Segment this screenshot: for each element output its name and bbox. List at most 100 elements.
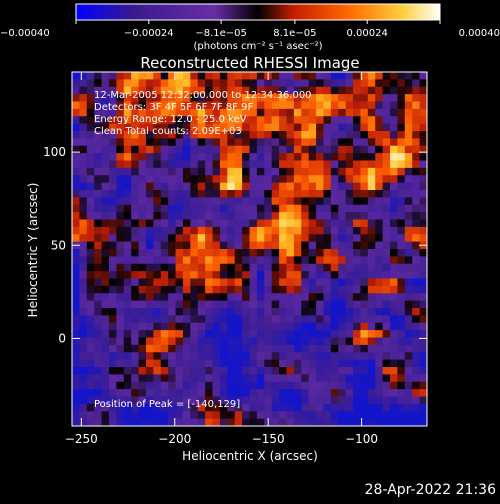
heatmap-cell — [360, 308, 369, 316]
heatmap-cell — [153, 359, 162, 368]
heatmap-cell — [197, 374, 206, 383]
heatmap-cell — [338, 153, 347, 162]
heatmap-cell — [219, 389, 228, 398]
heatmap-cell — [390, 226, 399, 235]
heatmap-cell — [256, 175, 265, 184]
heatmap-cell — [249, 263, 258, 272]
heatmap-cell — [308, 300, 317, 309]
heatmap-cell — [242, 278, 251, 287]
heatmap-cell — [412, 226, 421, 235]
heatmap-cell — [293, 101, 302, 110]
heatmap-cell — [390, 101, 399, 110]
heatmap-cell — [264, 219, 273, 228]
heatmap-cell — [234, 138, 243, 147]
heatmap-cell — [271, 285, 280, 294]
heatmap-cell — [138, 330, 147, 339]
heatmap-cell — [168, 315, 177, 324]
heatmap-cell — [175, 160, 184, 169]
heatmap-cell — [264, 226, 273, 235]
heatmap-cell — [308, 145, 317, 154]
heatmap-cell — [249, 352, 258, 361]
heatmap-cell — [375, 153, 384, 162]
heatmap-cell — [397, 234, 406, 243]
heatmap-cell — [367, 293, 376, 302]
heatmap-cell — [116, 145, 125, 154]
heatmap-cell — [101, 160, 110, 169]
heatmap-cell — [419, 167, 427, 176]
heatmap-cell — [242, 374, 251, 383]
heatmap-cell — [212, 300, 221, 309]
heatmap-cell — [353, 86, 362, 95]
heatmap-cell — [190, 160, 199, 169]
heatmap-cell — [86, 72, 95, 80]
heatmap-cell — [175, 190, 184, 198]
heatmap-cell — [382, 145, 391, 154]
heatmap-cell — [330, 145, 339, 154]
heatmap-cell — [330, 204, 339, 213]
heatmap-cell — [145, 204, 154, 213]
heatmap-cell — [79, 197, 88, 206]
heatmap-cell — [138, 256, 147, 265]
heatmap-cell — [138, 322, 147, 331]
heatmap-cell — [293, 367, 302, 375]
heatmap-cell — [160, 212, 169, 221]
heatmap-cell — [397, 271, 406, 280]
heatmap-cell — [375, 226, 384, 235]
heatmap-cell — [205, 219, 214, 228]
heatmap-cell — [271, 403, 280, 412]
heatmap-cell — [279, 79, 288, 88]
heatmap-cell — [138, 241, 147, 250]
heatmap-cell — [316, 367, 325, 375]
y-tick-label: 0 — [58, 331, 66, 345]
heatmap-cell — [353, 160, 362, 169]
heatmap-cell — [145, 116, 154, 125]
heatmap-cell — [79, 278, 88, 287]
heatmap-cell — [412, 300, 421, 309]
heatmap-cell — [360, 418, 369, 426]
heatmap-cell — [205, 212, 214, 221]
heatmap-cell — [338, 226, 347, 235]
heatmap-cell — [123, 86, 132, 95]
heatmap-cell — [338, 300, 347, 309]
heatmap-cell — [227, 285, 236, 294]
heatmap-cell — [419, 123, 427, 132]
heatmap-cell — [397, 359, 406, 368]
heatmap-cell — [116, 381, 125, 390]
heatmap-cell — [234, 123, 243, 132]
heatmap-cell — [345, 403, 354, 412]
heatmap-cell — [101, 123, 110, 132]
heatmap-cell — [397, 389, 406, 398]
heatmap-cell — [138, 204, 147, 213]
heatmap-cell — [153, 108, 162, 117]
heatmap-cell — [256, 212, 265, 221]
heatmap-cell — [138, 145, 147, 154]
heatmap-cell — [182, 396, 191, 405]
heatmap-cell — [375, 190, 384, 198]
heatmap-cell — [353, 108, 362, 117]
heatmap-cell — [293, 131, 302, 139]
heatmap-cell — [375, 256, 384, 265]
heatmap-cell — [249, 160, 258, 169]
heatmap-cell — [382, 226, 391, 235]
heatmap-cell — [353, 396, 362, 405]
heatmap-cell — [190, 293, 199, 302]
heatmap-cell — [182, 403, 191, 412]
heatmap-cell — [330, 308, 339, 316]
heatmap-cell — [286, 352, 295, 361]
heatmap-cell — [404, 212, 413, 221]
heatmap-cell — [404, 352, 413, 361]
heatmap-cell — [345, 367, 354, 375]
heatmap-cell — [367, 330, 376, 339]
heatmap-cell — [397, 212, 406, 221]
heatmap-cell — [138, 374, 147, 383]
heatmap-cell — [212, 418, 221, 426]
heatmap-cell — [145, 381, 154, 390]
heatmap-cell — [234, 315, 243, 324]
heatmap-cell — [72, 367, 80, 375]
heatmap-cell — [153, 241, 162, 250]
heatmap-cell — [256, 359, 265, 368]
heatmap-cell — [190, 79, 199, 88]
heatmap-cell — [249, 101, 258, 110]
heatmap-cell — [108, 285, 117, 294]
heatmap-cell — [131, 212, 140, 221]
